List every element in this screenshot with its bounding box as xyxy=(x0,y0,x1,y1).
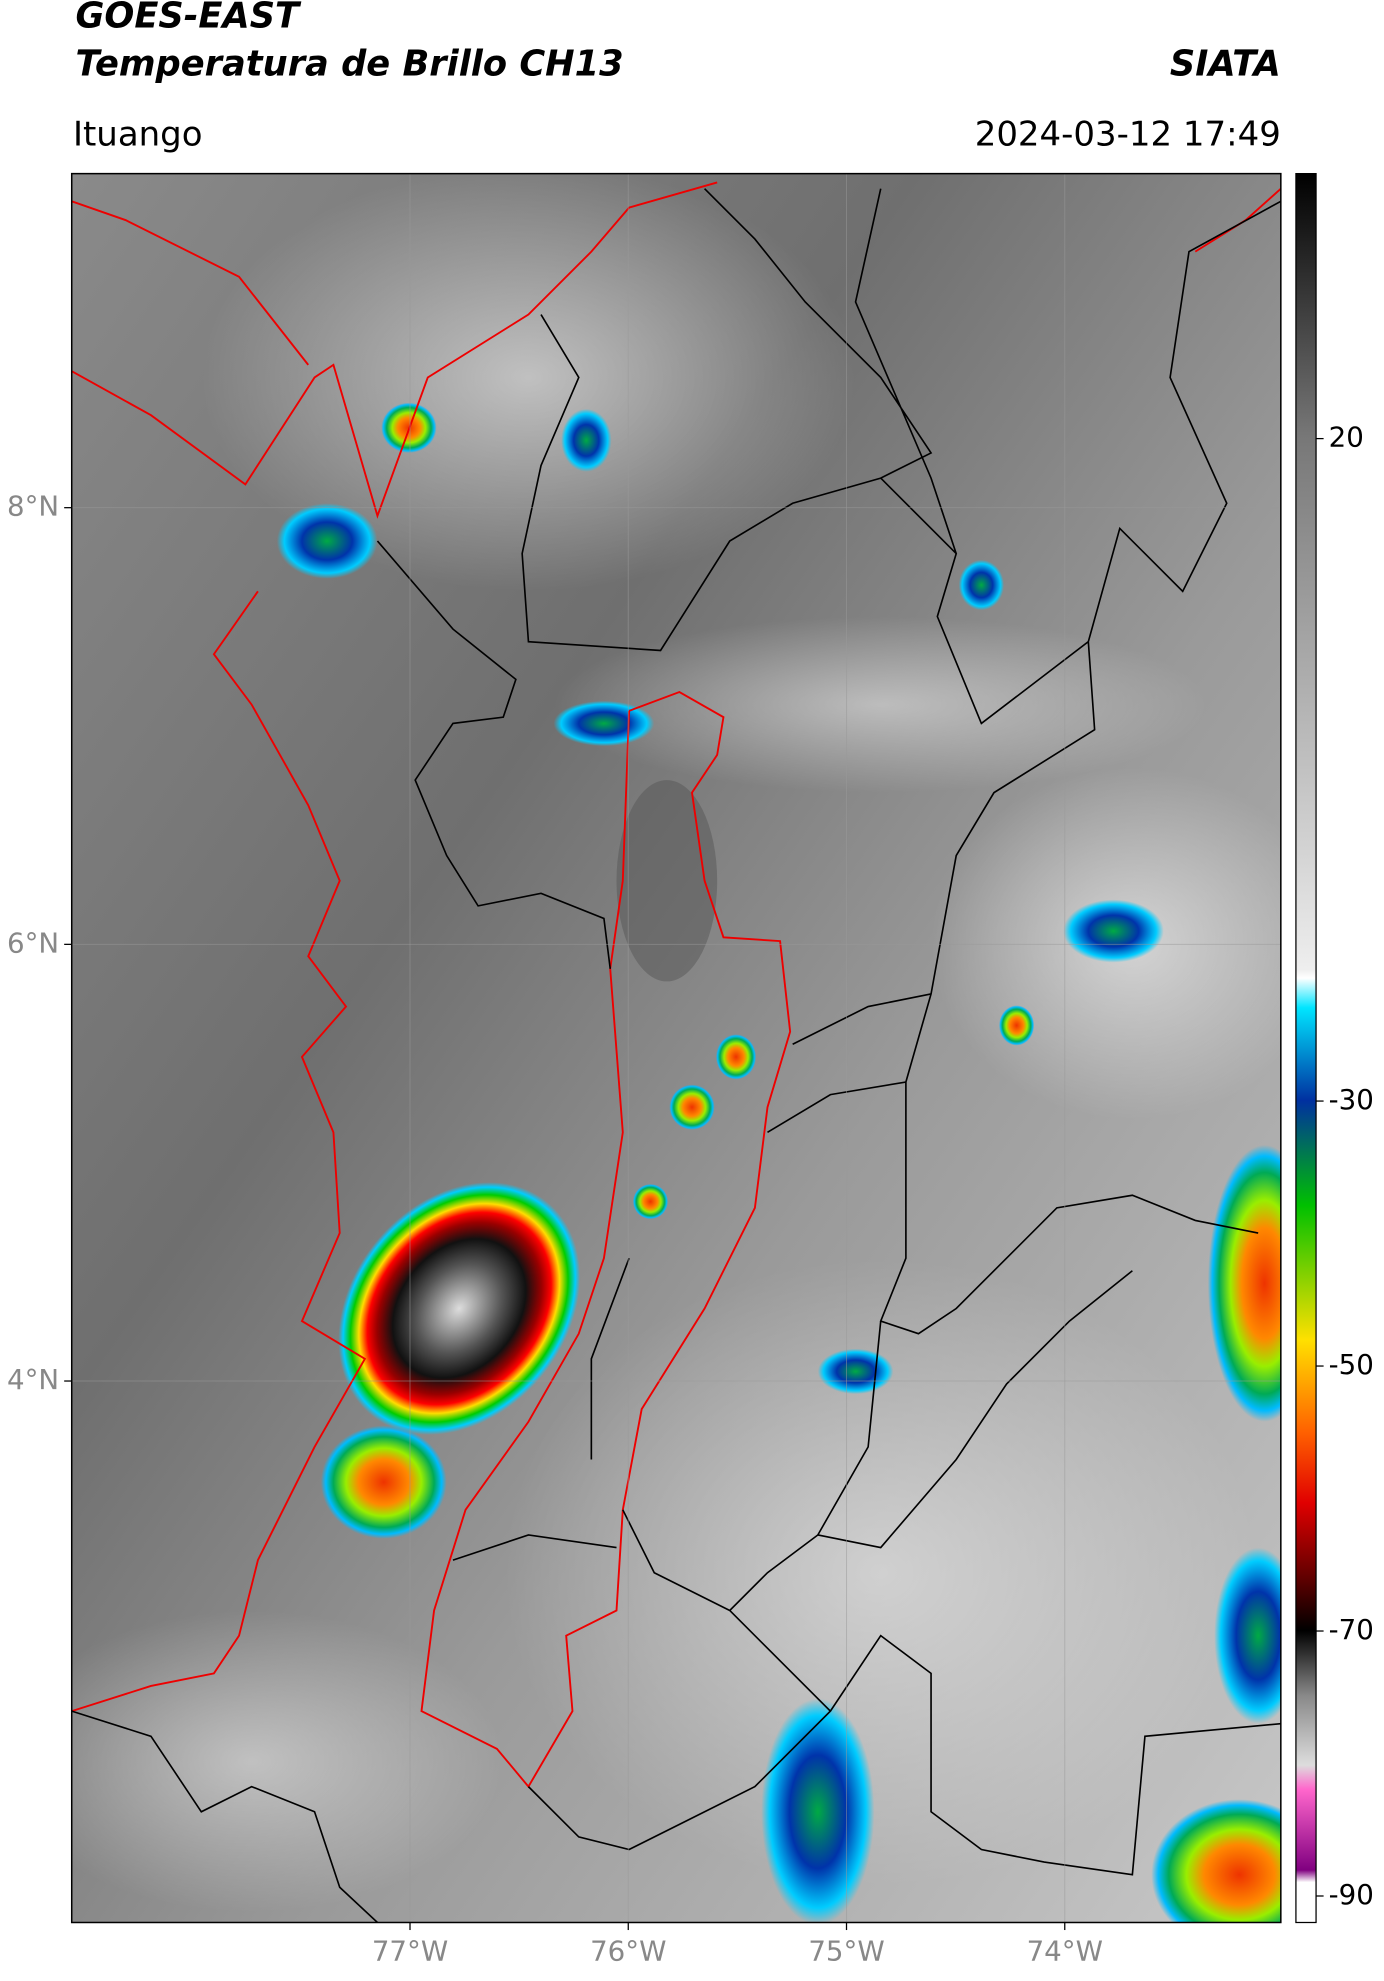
x-tick-label: 77°W xyxy=(372,1935,448,1968)
satellite-image xyxy=(71,173,1281,1923)
product: Temperatura de Brillo CH13 xyxy=(75,43,623,84)
map-frame xyxy=(70,172,1282,1924)
colorbar-tick-label: 20 xyxy=(1329,421,1364,454)
grid xyxy=(71,173,1281,1923)
x-tick-label: 76°W xyxy=(590,1935,666,1968)
institution: SIATA xyxy=(1170,43,1281,84)
colorbar-tick-label: -50 xyxy=(1329,1348,1374,1381)
colorbar-tick-label: -90 xyxy=(1329,1878,1374,1911)
colorbar-tick-label: -70 xyxy=(1329,1613,1374,1646)
x-tick-label: 74°W xyxy=(1027,1935,1103,1968)
y-tick-label: 4°N xyxy=(7,1363,59,1396)
timestamp: 2024-03-12 17:49 xyxy=(975,114,1281,154)
y-tick-label: 6°N xyxy=(7,926,59,959)
y-tick-label: 8°N xyxy=(7,490,59,523)
colorbar xyxy=(1295,172,1317,1924)
colorbar-tick-label: -30 xyxy=(1329,1083,1374,1116)
x-tick-label: 75°W xyxy=(808,1935,884,1968)
region: Ituango xyxy=(73,114,203,154)
satellite: GOES-EAST xyxy=(75,0,302,37)
